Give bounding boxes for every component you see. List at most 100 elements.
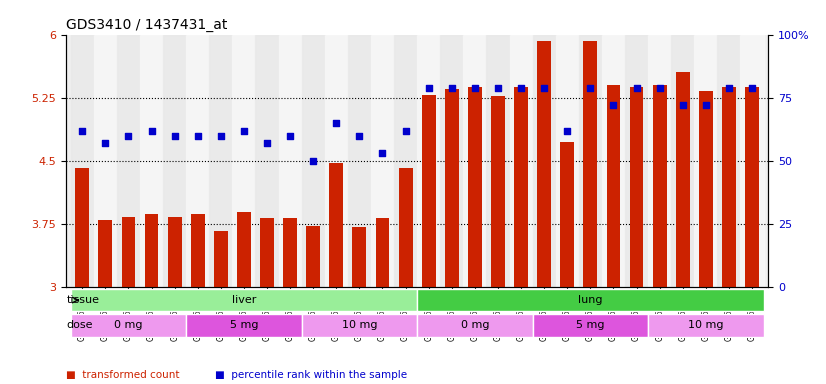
Bar <box>514 87 528 287</box>
Bar <box>301 35 325 287</box>
Bar <box>422 95 435 287</box>
Bar <box>94 35 117 287</box>
Point <box>121 132 135 139</box>
Point <box>99 140 112 146</box>
Bar <box>330 164 344 287</box>
Bar <box>740 35 763 287</box>
FancyBboxPatch shape <box>648 314 763 337</box>
Text: 5 mg: 5 mg <box>576 320 605 330</box>
Text: 0 mg: 0 mg <box>461 320 489 330</box>
Bar <box>71 35 94 287</box>
Bar <box>325 35 348 287</box>
Bar <box>468 87 482 287</box>
Bar <box>699 91 713 287</box>
Point <box>168 132 181 139</box>
Text: 0 mg: 0 mg <box>114 320 143 330</box>
Text: 10 mg: 10 mg <box>688 320 724 330</box>
Point <box>491 84 505 91</box>
Text: 5 mg: 5 mg <box>230 320 259 330</box>
Bar <box>487 35 510 287</box>
Point <box>722 84 735 91</box>
Bar <box>583 41 597 287</box>
Point <box>353 132 366 139</box>
Text: GDS3410 / 1437431_at: GDS3410 / 1437431_at <box>66 18 227 32</box>
Bar <box>98 220 112 287</box>
Bar <box>255 35 278 287</box>
Text: tissue: tissue <box>67 295 100 305</box>
Bar <box>556 35 579 287</box>
Point <box>700 102 713 108</box>
Bar <box>417 35 440 287</box>
Text: dose: dose <box>67 320 93 330</box>
Bar <box>722 87 736 287</box>
Bar <box>399 168 412 287</box>
Bar <box>745 87 759 287</box>
Bar <box>283 218 297 287</box>
Point <box>653 84 667 91</box>
Bar <box>440 35 463 287</box>
Bar <box>214 231 228 287</box>
Bar <box>140 35 163 287</box>
Text: 10 mg: 10 mg <box>342 320 377 330</box>
Point <box>630 84 643 91</box>
Bar <box>606 85 620 287</box>
Bar <box>371 35 394 287</box>
Point <box>260 140 273 146</box>
Bar <box>445 89 458 287</box>
Bar <box>560 142 574 287</box>
Bar <box>653 85 667 287</box>
Bar <box>186 35 209 287</box>
Point <box>283 132 297 139</box>
Point <box>676 102 690 108</box>
Point <box>376 150 389 156</box>
Bar <box>672 35 695 287</box>
Bar <box>168 217 182 287</box>
Bar <box>510 35 533 287</box>
Text: liver: liver <box>232 295 256 305</box>
Point <box>584 84 597 91</box>
Point <box>330 120 343 126</box>
Bar <box>579 35 602 287</box>
Bar <box>209 35 232 287</box>
Bar <box>237 212 251 287</box>
Bar <box>353 227 366 287</box>
Bar <box>533 35 556 287</box>
Bar <box>629 87 643 287</box>
Text: lung: lung <box>578 295 603 305</box>
Bar <box>394 35 417 287</box>
Point <box>214 132 227 139</box>
Point <box>515 84 528 91</box>
Bar <box>163 35 186 287</box>
Bar <box>278 35 301 287</box>
Point <box>191 132 204 139</box>
Bar <box>260 218 274 287</box>
Bar <box>232 35 255 287</box>
FancyBboxPatch shape <box>71 314 186 337</box>
Point <box>745 84 758 91</box>
Bar <box>602 35 625 287</box>
Bar <box>121 217 135 287</box>
Bar <box>648 35 672 287</box>
Point <box>468 84 482 91</box>
FancyBboxPatch shape <box>301 314 417 337</box>
Bar <box>537 41 551 287</box>
Point <box>445 84 458 91</box>
Bar <box>306 226 320 287</box>
Bar <box>491 96 505 287</box>
Bar <box>625 35 648 287</box>
FancyBboxPatch shape <box>186 314 301 337</box>
Point <box>237 127 250 134</box>
FancyBboxPatch shape <box>71 289 417 311</box>
Bar <box>348 35 371 287</box>
Bar <box>191 214 205 287</box>
Bar <box>145 214 159 287</box>
Point <box>561 127 574 134</box>
Point <box>422 84 435 91</box>
Bar <box>117 35 140 287</box>
Bar <box>695 35 717 287</box>
Point <box>399 127 412 134</box>
Bar <box>717 35 740 287</box>
FancyBboxPatch shape <box>533 314 648 337</box>
Point <box>607 102 620 108</box>
FancyBboxPatch shape <box>417 289 763 311</box>
